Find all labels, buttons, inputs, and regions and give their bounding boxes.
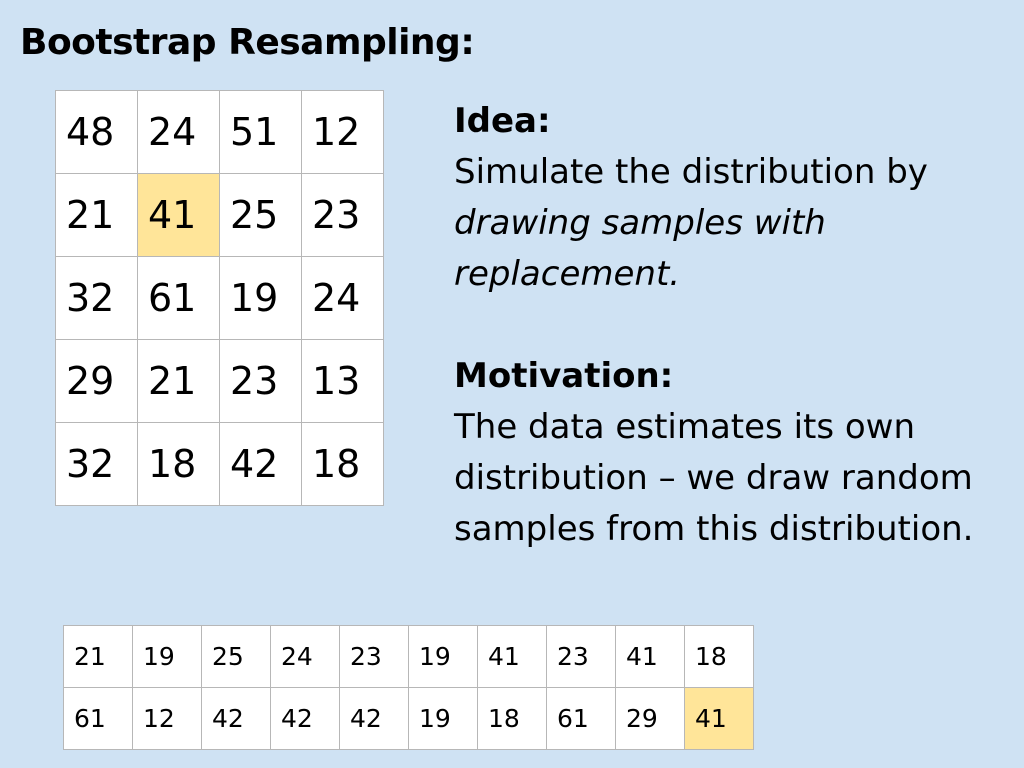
population-cell: 61 [137, 256, 220, 340]
sample-cell: 18 [477, 687, 547, 750]
sample-cell: 41 [615, 625, 685, 688]
population-cell: 18 [137, 422, 220, 506]
population-cell: 51 [219, 90, 302, 174]
sample-cell: 42 [270, 687, 340, 750]
population-row: 48 24 51 12 [55, 90, 384, 174]
explanation-text: Idea: Simulate the distribution by drawi… [454, 96, 974, 555]
population-cell: 32 [55, 256, 138, 340]
idea-text-emphasis: drawing samples with replacement. [454, 203, 826, 294]
sample-cell: 21 [63, 625, 133, 688]
sample-cell: 19 [132, 625, 202, 688]
population-cell: 12 [301, 90, 384, 174]
population-cell: 23 [219, 339, 302, 423]
population-cell: 42 [219, 422, 302, 506]
population-cell: 32 [55, 422, 138, 506]
sample-cell: 29 [615, 687, 685, 750]
sample-cell: 61 [546, 687, 616, 750]
sample-cell: 42 [201, 687, 271, 750]
motivation-text: The data estimates its own distribution … [454, 407, 974, 549]
paragraph-spacer [454, 300, 974, 351]
sample-cell: 19 [408, 625, 478, 688]
population-row: 21 41 25 23 [55, 173, 384, 257]
population-row: 32 61 19 24 [55, 256, 384, 340]
sample-cell: 23 [339, 625, 409, 688]
idea-heading: Idea: [454, 101, 551, 141]
population-cell: 21 [137, 339, 220, 423]
population-cell: 13 [301, 339, 384, 423]
sample-cell-highlighted: 41 [684, 687, 754, 750]
population-cell-highlighted: 41 [137, 173, 220, 257]
sample-row: 21 19 25 24 23 19 41 23 41 18 [63, 625, 754, 688]
sample-cell: 19 [408, 687, 478, 750]
idea-text-plain: Simulate the distribution by [454, 152, 928, 192]
population-cell: 23 [301, 173, 384, 257]
population-cell: 18 [301, 422, 384, 506]
population-cell: 48 [55, 90, 138, 174]
sample-cell: 23 [546, 625, 616, 688]
population-cell: 21 [55, 173, 138, 257]
motivation-heading: Motivation: [454, 356, 674, 396]
population-cell: 25 [219, 173, 302, 257]
sample-cell: 25 [201, 625, 271, 688]
population-cell: 19 [219, 256, 302, 340]
sample-cell: 41 [477, 625, 547, 688]
slide-title: Bootstrap Resampling: [20, 22, 475, 63]
population-row: 29 21 23 13 [55, 339, 384, 423]
population-row: 32 18 42 18 [55, 422, 384, 506]
sample-cell: 12 [132, 687, 202, 750]
population-cell: 24 [137, 90, 220, 174]
sample-cell: 24 [270, 625, 340, 688]
population-cell: 29 [55, 339, 138, 423]
population-cell: 24 [301, 256, 384, 340]
population-grid: 48 24 51 12 21 41 25 23 32 61 19 24 29 21 23 13 32 18 42 18 [55, 90, 384, 506]
idea-text: Simulate the distribution by drawing sam… [454, 147, 974, 300]
sample-cell: 61 [63, 687, 133, 750]
sample-row: 61 12 42 42 42 19 18 61 29 41 [63, 687, 754, 750]
bootstrap-sample-grid: 21 19 25 24 23 19 41 23 41 18 61 12 42 42 42 19 18 61 29 41 [63, 625, 754, 750]
sample-cell: 18 [684, 625, 754, 688]
sample-cell: 42 [339, 687, 409, 750]
